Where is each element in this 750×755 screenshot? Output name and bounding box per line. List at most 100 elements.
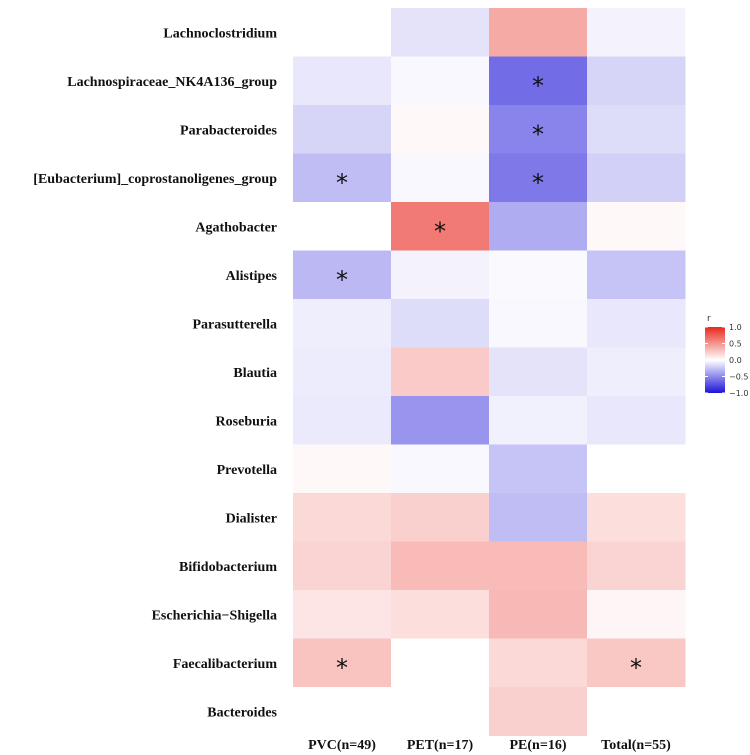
heatmap-cell-bifidobacterium-pvc-n-49 — [293, 541, 392, 591]
heatmap-cell-eubacterium-coprostanoligenes-group-total-n-55 — [587, 153, 686, 203]
heatmap-cell-dialister-pet-n-17 — [391, 493, 490, 542]
column-label: PET(n=17) — [407, 738, 474, 753]
row-label: Agathobacter — [195, 220, 277, 235]
legend-colorbar — [705, 327, 725, 393]
heatmap-cell-lachnospiraceae-nk4a136-group-total-n-55 — [587, 56, 686, 106]
heatmap-cell-roseburia-total-n-55 — [587, 396, 686, 445]
heatmap-cell-bacteroides-total-n-55 — [587, 687, 686, 736]
heatmap-cell-bacteroides-pet-n-17 — [391, 687, 490, 736]
heatmap-cell-prevotella-pet-n-17 — [391, 444, 490, 494]
heatmap-cell-bifidobacterium-pe-n-16 — [489, 541, 588, 591]
heatmap-cell-parabacteroides-total-n-55 — [587, 105, 686, 154]
row-label: Roseburia — [216, 414, 277, 429]
row-label: Blautia — [233, 366, 277, 381]
column-label: PVC(n=49) — [308, 738, 376, 753]
heatmap-cell-blautia-pe-n-16 — [489, 347, 588, 397]
heatmap-cell-bifidobacterium-pet-n-17 — [391, 541, 490, 591]
heatmap-cell-eubacterium-coprostanoligenes-group-pet-n-17 — [391, 153, 490, 203]
significance-star: * — [336, 654, 348, 682]
column-labels: PVC(n=49) PET(n=17) PE(n=16) Total(n=55) — [308, 738, 671, 753]
row-label: Parasutterella — [193, 317, 278, 332]
significance-star: * — [434, 217, 446, 245]
heatmap-cell-dialister-pvc-n-49 — [293, 493, 392, 542]
row-label: Dialister — [226, 511, 277, 526]
significance-star: * — [532, 72, 544, 100]
heatmap-cell-agathobacter-total-n-55 — [587, 202, 686, 251]
column-label: Total(n=55) — [601, 738, 671, 753]
legend-tick-label: −0.5 — [729, 373, 748, 382]
heatmap-cell-escherichia-shigella-pe-n-16 — [489, 590, 588, 639]
heatmap-cell-escherichia-shigella-total-n-55 — [587, 590, 686, 639]
heatmap-cell-alistipes-pvc-n-49 — [293, 250, 392, 300]
heatmap-cell-dialister-pe-n-16 — [489, 493, 588, 542]
heatmap-cell-bifidobacterium-total-n-55 — [587, 541, 686, 591]
heatmap-cell-lachnoclostridium-pvc-n-49 — [293, 8, 392, 57]
heatmap-cell-blautia-pet-n-17 — [391, 347, 490, 397]
row-label: Lachnospiraceae_NK4A136_group — [67, 75, 277, 90]
legend-tick-label: −1.0 — [729, 389, 748, 398]
heatmap-cell-roseburia-pet-n-17 — [391, 396, 490, 445]
row-label: [Eubacterium]_coprostanoligenes_group — [33, 172, 277, 187]
significance-star: * — [336, 266, 348, 294]
row-labels: Lachnoclostridium Lachnospiraceae_NK4A136… — [33, 26, 277, 720]
heatmap-cell-alistipes-pet-n-17 — [391, 250, 490, 300]
heatmap-cell-lachnoclostridium-pe-n-16 — [489, 8, 588, 57]
heatmap-cell-parabacteroides-pe-n-16 — [489, 105, 588, 154]
heatmap-cell-roseburia-pvc-n-49 — [293, 396, 392, 445]
heatmap-cell-escherichia-shigella-pet-n-17 — [391, 590, 490, 639]
heatmap-cell-alistipes-pe-n-16 — [489, 250, 588, 300]
heatmap-cell-eubacterium-coprostanoligenes-group-pe-n-16 — [489, 153, 588, 203]
heatmap-cell-dialister-total-n-55 — [587, 493, 686, 542]
heatmap-cell-parasutterella-pe-n-16 — [489, 299, 588, 348]
legend-title: r — [707, 314, 711, 324]
heatmap-cell-lachnoclostridium-total-n-55 — [587, 8, 686, 57]
heatmap-cells — [293, 8, 686, 736]
significance-star: * — [630, 654, 642, 682]
heatmap-cell-prevotella-pe-n-16 — [489, 444, 588, 494]
significance-star: * — [532, 120, 544, 148]
row-label: Prevotella — [217, 463, 277, 478]
heatmap-cell-agathobacter-pvc-n-49 — [293, 202, 392, 251]
heatmap-cell-prevotella-total-n-55 — [587, 444, 686, 494]
heatmap-cell-faecalibacterium-total-n-55 — [587, 638, 686, 688]
legend-ticks: 1.0 0.5 0.0 −0.5 −1.0 — [705, 323, 748, 398]
heatmap-cell-parabacteroides-pvc-n-49 — [293, 105, 392, 154]
row-label: Bacteroides — [207, 705, 277, 720]
significance-markers: * * * * * * * * — [336, 72, 642, 682]
heatmap-cell-lachnospiraceae-nk4a136-group-pe-n-16 — [489, 56, 588, 106]
color-legend: r 1.0 0.5 0.0 −0.5 −1.0 — [705, 314, 748, 398]
significance-star: * — [336, 169, 348, 197]
heatmap-cell-lachnospiraceae-nk4a136-group-pvc-n-49 — [293, 56, 392, 106]
row-label: Parabacteroides — [180, 123, 277, 138]
row-label: Bifidobacterium — [179, 560, 277, 575]
heatmap-cell-escherichia-shigella-pvc-n-49 — [293, 590, 392, 639]
heatmap-cell-agathobacter-pet-n-17 — [391, 202, 490, 251]
heatmap-cell-alistipes-total-n-55 — [587, 250, 686, 300]
legend-tick-label: 0.5 — [729, 340, 742, 349]
column-label: PE(n=16) — [510, 738, 567, 753]
heatmap-cell-parasutterella-pet-n-17 — [391, 299, 490, 348]
heatmap-cell-faecalibacterium-pvc-n-49 — [293, 638, 392, 688]
heatmap-cell-lachnospiraceae-nk4a136-group-pet-n-17 — [391, 56, 490, 106]
row-label: Escherichia−Shigella — [152, 608, 277, 623]
row-label: Faecalibacterium — [173, 657, 278, 672]
heatmap-cell-prevotella-pvc-n-49 — [293, 444, 392, 494]
heatmap-cell-blautia-total-n-55 — [587, 347, 686, 397]
heatmap-cell-bacteroides-pvc-n-49 — [293, 687, 392, 736]
row-label: Alistipes — [226, 269, 278, 284]
heatmap-cell-parabacteroides-pet-n-17 — [391, 105, 490, 154]
legend-tick-label: 1.0 — [729, 323, 742, 332]
heatmap-cell-parasutterella-pvc-n-49 — [293, 299, 392, 348]
heatmap-cell-parasutterella-total-n-55 — [587, 299, 686, 348]
heatmap-cell-bacteroides-pe-n-16 — [489, 687, 588, 736]
heatmap-cell-faecalibacterium-pet-n-17 — [391, 638, 490, 688]
heatmap-cell-eubacterium-coprostanoligenes-group-pvc-n-49 — [293, 153, 392, 203]
heatmap-cell-roseburia-pe-n-16 — [489, 396, 588, 445]
heatmap-cell-lachnoclostridium-pet-n-17 — [391, 8, 490, 57]
heatmap-cell-faecalibacterium-pe-n-16 — [489, 638, 588, 688]
legend-tick-label: 0.0 — [729, 356, 742, 365]
significance-star: * — [532, 169, 544, 197]
heatmap-cell-blautia-pvc-n-49 — [293, 347, 392, 397]
heatmap-cell-agathobacter-pe-n-16 — [489, 202, 588, 251]
